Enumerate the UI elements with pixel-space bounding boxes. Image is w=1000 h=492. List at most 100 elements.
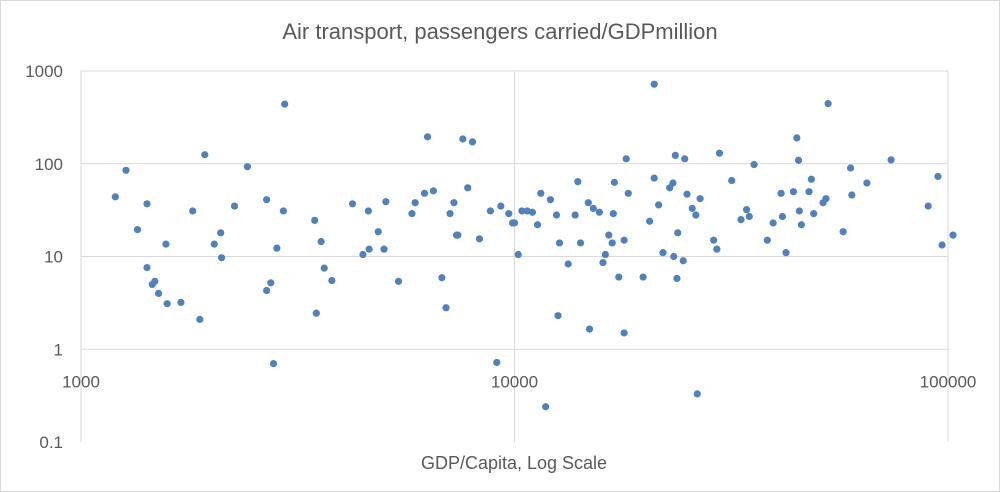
data-point bbox=[670, 252, 678, 261]
data-point bbox=[795, 207, 803, 215]
data-point bbox=[505, 210, 513, 218]
data-point bbox=[750, 160, 758, 169]
data-point bbox=[281, 100, 289, 108]
data-point bbox=[728, 176, 736, 185]
chart-title: Air transport, passengers carried/GDPmil… bbox=[282, 19, 717, 44]
data-point bbox=[615, 273, 623, 281]
data-point bbox=[380, 245, 388, 253]
data-point bbox=[210, 240, 218, 248]
data-point bbox=[151, 277, 159, 285]
data-point bbox=[763, 236, 771, 244]
data-point bbox=[163, 300, 171, 308]
data-point bbox=[317, 237, 325, 246]
data-point bbox=[177, 298, 185, 306]
data-point bbox=[797, 221, 805, 229]
data-point bbox=[423, 133, 432, 141]
data-point bbox=[382, 198, 390, 206]
data-point bbox=[154, 289, 163, 298]
data-point bbox=[605, 231, 613, 239]
data-point bbox=[269, 360, 278, 368]
data-point bbox=[659, 249, 667, 257]
data-point bbox=[564, 260, 572, 268]
data-point bbox=[217, 254, 226, 262]
data-point bbox=[571, 211, 579, 219]
data-point bbox=[475, 235, 484, 243]
data-point bbox=[230, 202, 239, 210]
data-point bbox=[949, 231, 957, 239]
data-point bbox=[365, 245, 373, 253]
x-axis-label: GDP/Capita, Log Scale bbox=[421, 453, 607, 473]
data-point bbox=[554, 312, 562, 320]
data-point bbox=[737, 215, 745, 224]
data-point bbox=[459, 135, 467, 143]
data-point bbox=[312, 309, 320, 317]
data-point bbox=[789, 188, 798, 196]
data-point bbox=[546, 196, 554, 204]
data-point bbox=[493, 358, 501, 367]
data-point bbox=[679, 257, 687, 265]
data-point bbox=[609, 210, 617, 218]
data-point bbox=[143, 263, 151, 272]
data-point bbox=[778, 212, 787, 221]
data-point bbox=[715, 149, 724, 157]
data-point bbox=[111, 193, 119, 201]
data-point bbox=[273, 244, 281, 252]
data-point bbox=[713, 245, 721, 253]
data-point bbox=[599, 258, 607, 267]
data-point bbox=[196, 315, 204, 323]
data-point bbox=[411, 199, 419, 207]
data-point bbox=[533, 221, 542, 229]
data-point bbox=[133, 225, 142, 234]
data-point bbox=[394, 277, 403, 285]
data-point bbox=[328, 276, 336, 285]
tick-labels: 0.1 1 10 100 1000 1000 10000 100000 bbox=[25, 62, 976, 452]
data-point bbox=[782, 249, 790, 257]
data-point bbox=[810, 210, 818, 218]
data-point bbox=[608, 239, 616, 247]
x-tick-label: 100000 bbox=[920, 372, 977, 391]
data-point bbox=[601, 250, 609, 259]
data-point bbox=[262, 196, 271, 204]
data-point bbox=[217, 229, 225, 237]
data-point bbox=[537, 189, 545, 197]
data-point bbox=[595, 208, 604, 216]
data-point bbox=[454, 231, 462, 239]
x-tick-label: 10000 bbox=[491, 372, 538, 391]
data-point bbox=[683, 190, 691, 198]
data-point bbox=[442, 304, 450, 312]
data-point bbox=[262, 286, 271, 295]
data-point bbox=[674, 229, 682, 237]
data-point bbox=[311, 216, 319, 225]
data-point bbox=[446, 210, 454, 218]
data-point bbox=[486, 207, 495, 215]
data-point bbox=[769, 219, 777, 227]
data-point bbox=[934, 172, 942, 181]
data-point bbox=[584, 199, 592, 207]
data-point bbox=[497, 202, 505, 210]
data-point bbox=[408, 210, 416, 218]
data-point bbox=[320, 264, 328, 272]
data-point bbox=[669, 179, 677, 187]
data-point bbox=[624, 189, 632, 197]
data-point bbox=[122, 166, 130, 174]
data-point bbox=[742, 206, 751, 214]
data-point bbox=[693, 390, 701, 398]
data-point bbox=[846, 164, 855, 172]
data-point bbox=[468, 138, 477, 146]
data-point bbox=[710, 236, 718, 244]
data-point bbox=[620, 236, 628, 244]
data-point bbox=[777, 189, 785, 197]
data-points bbox=[111, 80, 957, 411]
data-point bbox=[650, 174, 658, 182]
data-point bbox=[555, 239, 564, 247]
data-point bbox=[267, 279, 275, 287]
data-point bbox=[745, 212, 753, 221]
data-point bbox=[655, 201, 663, 209]
data-point bbox=[794, 156, 803, 164]
y-tick-label: 10 bbox=[44, 248, 63, 267]
data-point bbox=[279, 207, 287, 215]
data-point bbox=[348, 200, 357, 208]
data-point bbox=[924, 202, 932, 210]
data-point bbox=[162, 240, 170, 248]
